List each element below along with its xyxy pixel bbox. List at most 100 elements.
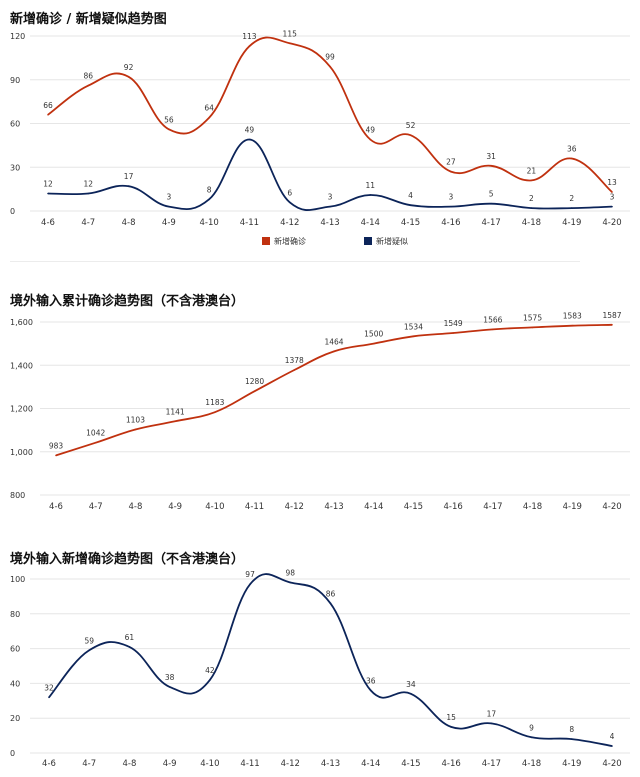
legend-label: 新增疑似: [376, 236, 408, 246]
x-tick-label: 4-19: [562, 218, 581, 228]
x-tick-label: 4-13: [320, 218, 339, 228]
data-label: 11: [366, 181, 376, 190]
data-label: 31: [486, 152, 496, 161]
data-label: 97: [245, 570, 255, 579]
data-label: 1583: [563, 312, 582, 321]
x-tick-label: 4-20: [602, 502, 621, 512]
data-point: [47, 192, 49, 195]
y-tick-label: 80: [10, 610, 20, 619]
x-tick-label: 4-16: [441, 218, 460, 228]
data-label: 86: [84, 72, 94, 81]
data-label: 21: [527, 166, 537, 175]
x-tick-label: 4-10: [200, 759, 219, 769]
data-label: 9: [529, 723, 534, 732]
data-label: 1587: [602, 311, 621, 320]
data-label: 1566: [483, 315, 502, 324]
y-tick-label: 800: [10, 491, 25, 500]
data-point: [249, 583, 251, 586]
data-point: [208, 116, 210, 119]
data-label: 1141: [166, 407, 185, 416]
data-label: 1103: [126, 415, 145, 424]
x-tick-label: 4-15: [401, 759, 420, 769]
new-imported-chart: 0 20 40 60 80 100 4-6 4-7 4-8 4-9 4-10 4-11 4-12 4-13…: [10, 568, 630, 769]
data-label: 5: [489, 190, 494, 199]
x-tick-label: 4-12: [285, 502, 304, 512]
data-label: 115: [283, 29, 298, 38]
y-tick-label: 120: [10, 32, 25, 41]
data-label: 12: [43, 180, 53, 189]
x-tick-label: 4-13: [321, 759, 340, 769]
data-point: [208, 198, 210, 201]
data-point: [248, 138, 251, 141]
data-label: 86: [326, 589, 336, 598]
data-point: [214, 411, 216, 413]
data-point: [253, 390, 256, 392]
x-tick-label: 4-17: [482, 759, 501, 769]
data-point: [570, 157, 573, 160]
data-label: 52: [406, 121, 416, 130]
y-tick-label: 1,200: [10, 405, 33, 414]
data-label: 56: [164, 115, 174, 124]
data-point: [490, 164, 492, 167]
data-label: 3: [166, 193, 171, 202]
x-tick-label: 4-17: [481, 218, 500, 228]
data-label: 8: [569, 725, 574, 734]
data-label: 36: [567, 145, 577, 154]
data-label: 1549: [444, 319, 463, 328]
data-label: 32: [44, 683, 54, 692]
x-tick-label: 4-17: [483, 502, 502, 512]
data-point: [47, 113, 49, 116]
x-tick-label: 4-6: [42, 759, 56, 769]
chart-title: 新增确诊 / 新增疑似趋势图: [10, 12, 167, 27]
x-tick-label: 4-19: [562, 759, 581, 769]
data-point: [55, 454, 57, 457]
x-tick-label: 4-7: [82, 759, 96, 769]
y-tick-label: 1,400: [10, 361, 33, 370]
data-point: [410, 693, 412, 695]
x-tick-label: 4-8: [122, 218, 136, 228]
legend-label: 新增确诊: [274, 236, 306, 246]
x-tick-label: 4-8: [128, 502, 142, 512]
x-tick-label: 4-15: [401, 218, 420, 228]
data-label: 38: [165, 673, 175, 682]
data-point: [293, 369, 296, 371]
data-label: 2: [529, 194, 534, 203]
x-tick-label: 4-18: [522, 759, 541, 769]
data-point: [127, 185, 130, 188]
data-point: [530, 736, 533, 739]
data-point: [409, 134, 412, 136]
data-label: 42: [205, 666, 215, 675]
data-point: [289, 581, 292, 584]
y-tick-label: 60: [10, 120, 20, 129]
chart-title: 境外输入累计确诊趋势图（不含港澳台）: [10, 294, 245, 309]
x-tick-label: 4-8: [122, 759, 136, 769]
data-point: [492, 328, 494, 331]
x-tick-label: 4-12: [280, 218, 299, 228]
x-tick-label: 4-10: [205, 502, 224, 512]
data-point: [87, 84, 90, 87]
data-point: [248, 45, 251, 48]
data-label: 2: [569, 194, 574, 203]
data-point: [288, 42, 291, 45]
data-point: [531, 326, 534, 329]
data-point: [329, 205, 331, 208]
x-tick-label: 4-15: [404, 502, 423, 512]
y-tick-label: 0: [10, 207, 15, 216]
data-label: 3: [448, 193, 453, 202]
x-tick-label: 4-14: [364, 502, 383, 512]
y-tick-label: 1,000: [10, 448, 33, 457]
data-point: [372, 342, 375, 345]
x-tick-label: 4-10: [199, 218, 218, 228]
x-tick-label: 4-9: [168, 502, 182, 512]
data-point: [209, 679, 211, 681]
y-tick-label: 30: [10, 163, 20, 172]
legend-swatch: [364, 237, 372, 245]
data-point: [450, 170, 452, 173]
x-tick-label: 4-20: [602, 759, 621, 769]
data-label: 4: [610, 732, 615, 741]
x-tick-label: 4-16: [441, 759, 460, 769]
y-tick-label: 20: [10, 714, 20, 723]
y-tick-label: 1,600: [10, 318, 33, 327]
data-point: [490, 202, 492, 205]
data-label: 49: [245, 126, 255, 135]
